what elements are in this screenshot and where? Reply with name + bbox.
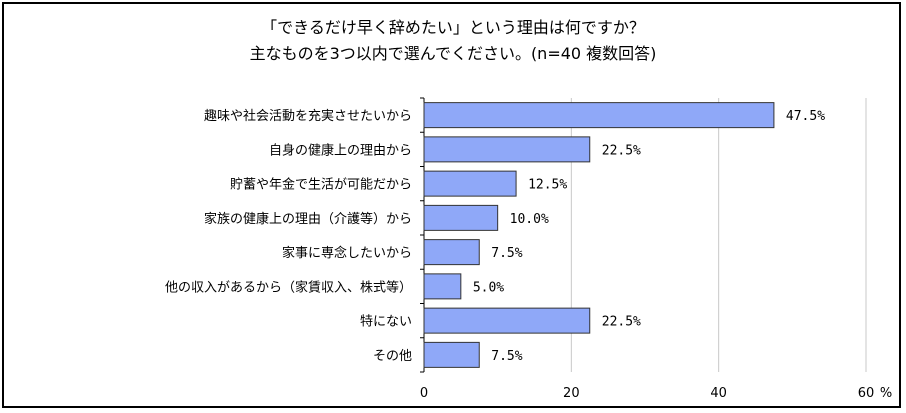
- bar: [423, 204, 499, 231]
- x-tick-label: 60: [858, 386, 875, 401]
- category-label: 自身の健康上の理由から: [269, 142, 412, 158]
- data-label: 12.5%: [528, 178, 567, 193]
- category-label: 貯蓄や年金で生活が可能だから: [230, 177, 412, 193]
- category-label: その他: [373, 349, 412, 364]
- x-tick-label: 40: [710, 386, 727, 401]
- bar: [423, 136, 591, 163]
- category-label: 家族の健康上の理由（介護等）から: [204, 211, 412, 227]
- data-label: 7.5%: [491, 246, 522, 261]
- data-label: 22.5%: [602, 143, 641, 158]
- data-label: 5.0%: [473, 280, 504, 295]
- x-axis-ticks: 0 20 40 60%: [420, 386, 892, 401]
- bar: [423, 170, 517, 197]
- chart-title: 「できるだけ早く辞めたい」という理由は何ですか？ 主なものを3つ以内で選んでくだ…: [249, 18, 657, 63]
- category-label: 家事に専念したいから: [282, 245, 412, 261]
- category-label: 趣味や社会活動を充実させたいから: [204, 108, 412, 124]
- bar: [423, 307, 591, 334]
- x-tick-label: 0: [420, 386, 428, 401]
- data-label: 10.0%: [510, 212, 549, 227]
- data-label: 7.5%: [491, 349, 522, 364]
- category-labels: 趣味や社会活動を充実させたいから自身の健康上の理由から貯蓄や年金で生活が可能だか…: [165, 108, 412, 364]
- category-label: 他の収入があるから（家賃収入、株式等）: [165, 279, 412, 295]
- category-label: 特にない: [360, 315, 412, 330]
- data-label: 47.5%: [786, 109, 825, 124]
- bar: [423, 239, 480, 266]
- data-label: 22.5%: [602, 315, 641, 330]
- x-tick-label: 20: [563, 386, 580, 401]
- bar: [423, 341, 480, 368]
- data-labels: 47.5% 22.5% 12.5% 10.0% 7.5% 5.0% 22.5% 7.5%: [473, 109, 825, 364]
- bar: [423, 273, 462, 300]
- x-unit-label: %: [880, 386, 892, 401]
- bars: [423, 102, 775, 368]
- bar: [423, 102, 775, 129]
